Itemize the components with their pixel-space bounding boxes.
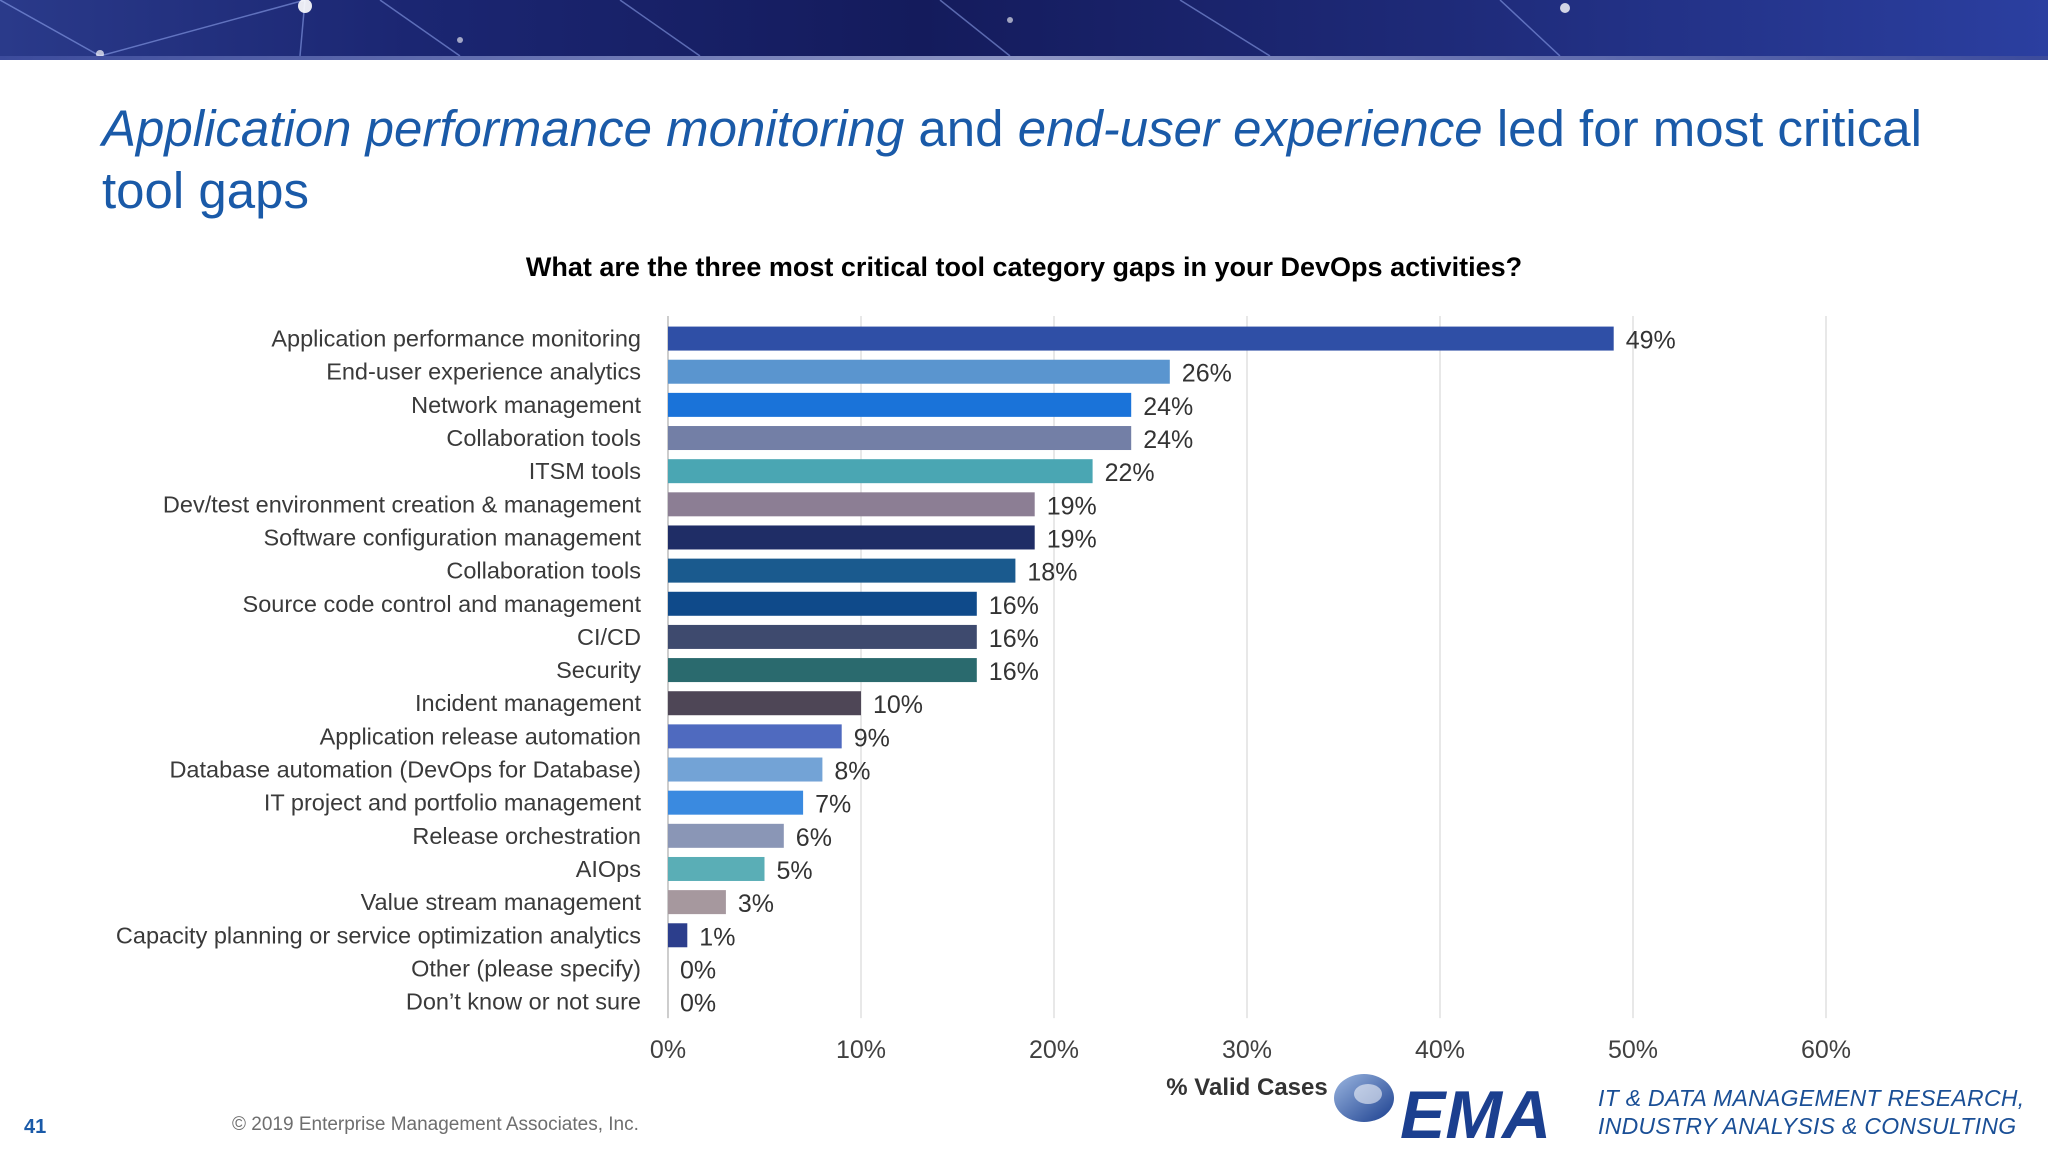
category-label: IT project and portfolio management: [264, 790, 642, 816]
category-label: Software configuration management: [263, 524, 641, 550]
tagline-line-2: INDUSTRY ANALYSIS & CONSULTING: [1598, 1113, 2017, 1139]
bar: [668, 923, 688, 948]
bar: [668, 591, 977, 616]
tagline-line-1: IT & DATA MANAGEMENT RESEARCH,: [1598, 1085, 2025, 1111]
banner-divider: [0, 56, 2048, 60]
x-tick-label: 40%: [1415, 1036, 1465, 1064]
value-label: 19%: [1047, 492, 1097, 520]
value-label: 24%: [1143, 393, 1193, 421]
value-label: 0%: [680, 990, 716, 1018]
value-label: 9%: [854, 724, 890, 752]
value-label: 18%: [1027, 559, 1077, 587]
bar: [668, 426, 1132, 451]
page-title: Application performance monitoring and e…: [102, 98, 1982, 222]
value-label: 1%: [699, 923, 735, 951]
category-label: Security: [556, 657, 641, 683]
bar: [668, 790, 804, 815]
banner-network-graphic: [0, 0, 1570, 56]
category-label: Application performance monitoring: [271, 326, 641, 352]
bar: [668, 691, 861, 716]
title-part-and: and: [904, 100, 1018, 157]
bar-chart: 0% 10% 20% 30% 40% 50% 60% Application performa…: [116, 316, 1851, 1100]
top-banner: [0, 0, 2048, 56]
bar: [668, 890, 726, 915]
x-tick-label: 60%: [1801, 1036, 1851, 1064]
value-label: 6%: [796, 824, 832, 852]
value-label: 7%: [815, 791, 851, 819]
value-label: 10%: [873, 691, 923, 719]
value-label: 16%: [989, 658, 1039, 686]
x-tick-label: 20%: [1029, 1036, 1079, 1064]
x-tick-label: 0%: [650, 1036, 686, 1064]
bar: [668, 525, 1035, 550]
bar: [668, 392, 1132, 417]
value-label: 5%: [777, 857, 813, 885]
bar: [668, 856, 765, 881]
x-axis-title: % Valid Cases: [1166, 1074, 1327, 1100]
value-label: 19%: [1047, 525, 1097, 553]
category-label: Other (please specify): [411, 955, 641, 981]
value-label: 22%: [1105, 459, 1155, 487]
value-label: 0%: [680, 956, 716, 984]
title-part-rest: led for most critical tool gaps: [102, 100, 1922, 219]
title-part-apm: Application performance monitoring: [102, 100, 905, 157]
category-label: Application release automation: [320, 723, 641, 749]
category-label: Don’t know or not sure: [406, 989, 641, 1015]
bar: [668, 823, 784, 848]
category-label: ITSM tools: [529, 458, 641, 484]
x-tick-label: 50%: [1608, 1036, 1658, 1064]
category-label: Database automation (DevOps for Database…: [169, 757, 641, 783]
title-part-eux: end-user experience: [1017, 100, 1483, 157]
category-label: Dev/test environment creation & manageme…: [163, 491, 642, 517]
value-label: 16%: [989, 625, 1039, 653]
bar: [668, 624, 977, 649]
company-tagline: IT & DATA MANAGEMENT RESEARCH, INDUSTRY …: [1598, 1084, 2024, 1140]
bar: [668, 359, 1170, 384]
category-label: End-user experience analytics: [326, 359, 641, 385]
category-label: Source code control and management: [243, 591, 642, 617]
category-label: Capacity planning or service optimizatio…: [116, 922, 641, 948]
value-label: 3%: [738, 890, 774, 918]
bar: [668, 658, 977, 683]
page-number: 41: [24, 1116, 47, 1138]
bar: [668, 724, 842, 749]
ema-logo: EMA: [1334, 1074, 1551, 1150]
category-label: Network management: [411, 392, 641, 418]
value-label: 49%: [1626, 327, 1676, 355]
value-label: 8%: [834, 758, 870, 786]
value-label: 26%: [1182, 360, 1232, 388]
bar: [668, 326, 1614, 351]
category-label: Value stream management: [361, 889, 642, 915]
x-tick-label: 30%: [1222, 1036, 1272, 1064]
bar: [668, 558, 1016, 583]
value-label: 16%: [989, 592, 1039, 620]
logo-text: EMA: [1400, 1077, 1551, 1150]
chart-title: What are the three most critical tool ca…: [525, 252, 1523, 282]
copyright-text: © 2019 Enterprise Management Associates,…: [232, 1114, 639, 1135]
bar: [668, 459, 1093, 484]
category-label: Collaboration tools: [446, 558, 641, 584]
category-label: AIOps: [576, 856, 641, 882]
category-label: Release orchestration: [412, 823, 641, 849]
category-label: Incident management: [415, 690, 641, 716]
x-tick-label: 10%: [836, 1036, 886, 1064]
value-label: 24%: [1143, 426, 1193, 454]
bar: [668, 492, 1035, 517]
category-label: CI/CD: [577, 624, 641, 650]
category-label: Collaboration tools: [446, 425, 641, 451]
bar: [668, 757, 823, 782]
